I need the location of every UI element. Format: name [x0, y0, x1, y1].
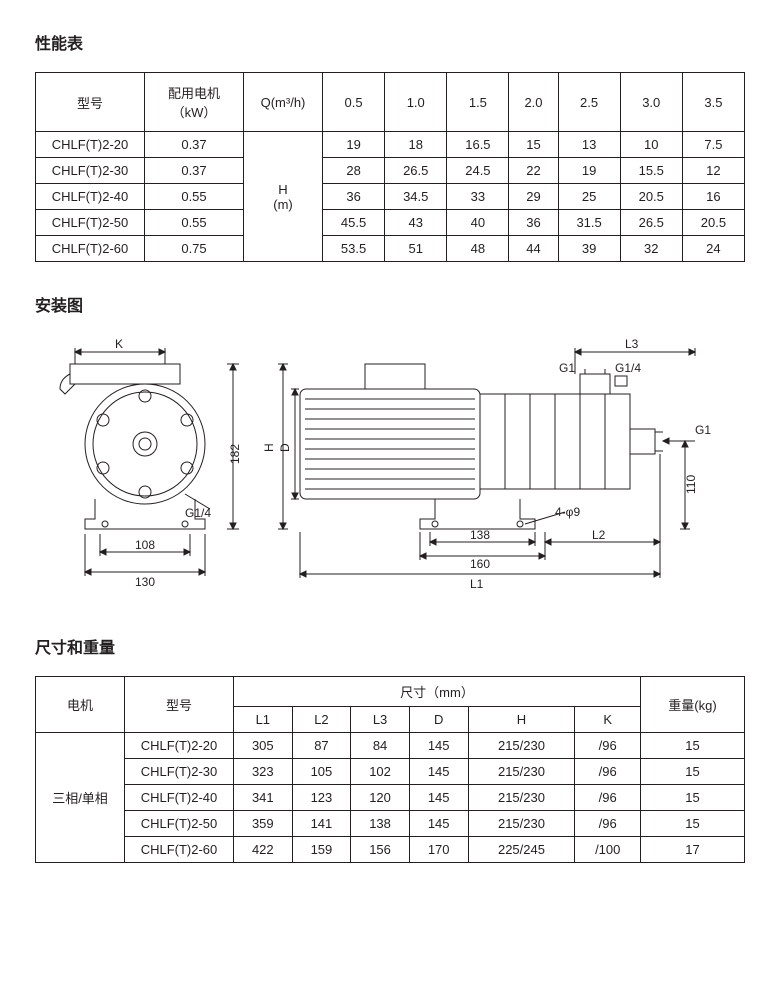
- cell-model: CHLF(T)2-20: [36, 132, 145, 158]
- lbl-130: 130: [135, 575, 155, 589]
- performance-section: 性能表 型号 配用电机 （kW） Q(m³/h) 0.5 1.0 1.5 2.0…: [35, 30, 745, 262]
- table-row: CHLF(T)2-400.55 3634.533292520.516: [36, 184, 745, 210]
- dimensions-title: 尺寸和重量: [35, 634, 745, 658]
- lbl-L1: L1: [470, 577, 484, 591]
- lbl-K: K: [115, 337, 123, 351]
- table-row: CHLF(T)2-300.37 2826.524.5221915.512: [36, 158, 745, 184]
- installation-section: 安装图: [35, 292, 745, 604]
- table-row: CHLF(T)2-50 359141138145215/230/96 15: [36, 811, 745, 837]
- lbl-4phi9: 4-φ9: [555, 505, 580, 519]
- lbl-160: 160: [470, 557, 490, 571]
- lbl-182: 182: [228, 444, 242, 464]
- q-5: 3.0: [620, 73, 682, 132]
- lbl-L2: L2: [592, 528, 606, 542]
- dimensions-section: 尺寸和重量 电机 型号 尺寸（mm） 重量(kg) L1 L2 L3 D H K…: [35, 634, 745, 863]
- h-label: H (m): [244, 132, 323, 262]
- q-4: 2.5: [558, 73, 620, 132]
- lbl-G14a: G1/4: [185, 506, 211, 520]
- lbl-D: D: [278, 443, 292, 452]
- table-row: CHLF(T)2-40 341123120145215/230/96 15: [36, 785, 745, 811]
- cell-kw: 0.37: [145, 132, 244, 158]
- q-1: 1.0: [385, 73, 447, 132]
- installation-title: 安装图: [35, 292, 745, 316]
- q-3: 2.0: [509, 73, 558, 132]
- motor-label: 三相/单相: [36, 733, 125, 863]
- installation-diagram: K G1/4 108 130 182 H D L3 G1 G1/4 G1 110…: [35, 334, 745, 604]
- dimensions-table: 电机 型号 尺寸（mm） 重量(kg) L1 L2 L3 D H K 三相/单相…: [35, 676, 745, 863]
- lbl-110: 110: [684, 475, 698, 494]
- table-row: 三相/单相 CHLF(T)2-20 3058784145215/230/96 1…: [36, 733, 745, 759]
- col-weight: 重量(kg): [641, 677, 745, 733]
- q-6: 3.5: [682, 73, 744, 132]
- table-row: CHLF(T)2-60 422159156170225/245/100 17: [36, 837, 745, 863]
- col-model: 型号: [125, 677, 234, 733]
- col-model: 型号: [36, 73, 145, 132]
- performance-table: 型号 配用电机 （kW） Q(m³/h) 0.5 1.0 1.5 2.0 2.5…: [35, 72, 745, 262]
- lbl-138: 138: [470, 528, 490, 542]
- table-row: CHLF(T)2-20 0.37 H (m) 191816.51513107.5: [36, 132, 745, 158]
- col-motor: 配用电机 （kW）: [145, 73, 244, 132]
- lbl-G1a: G1: [559, 361, 575, 375]
- table-row: CHLF(T)2-500.55 45.543403631.526.520.5: [36, 210, 745, 236]
- q-0: 0.5: [323, 73, 385, 132]
- col-motor: 电机: [36, 677, 125, 733]
- col-size: 尺寸（mm）: [234, 677, 641, 707]
- q-2: 1.5: [447, 73, 509, 132]
- table-row: CHLF(T)2-600.75 53.5514844393224: [36, 236, 745, 262]
- table-row: CHLF(T)2-30 323105102145215/230/96 15: [36, 759, 745, 785]
- lbl-G1b: G1: [695, 423, 711, 437]
- lbl-H: H: [262, 443, 276, 452]
- lbl-108: 108: [135, 538, 155, 552]
- lbl-L3: L3: [625, 337, 639, 351]
- col-q: Q(m³/h): [244, 73, 323, 132]
- performance-title: 性能表: [35, 30, 745, 54]
- lbl-G14b: G1/4: [615, 361, 641, 375]
